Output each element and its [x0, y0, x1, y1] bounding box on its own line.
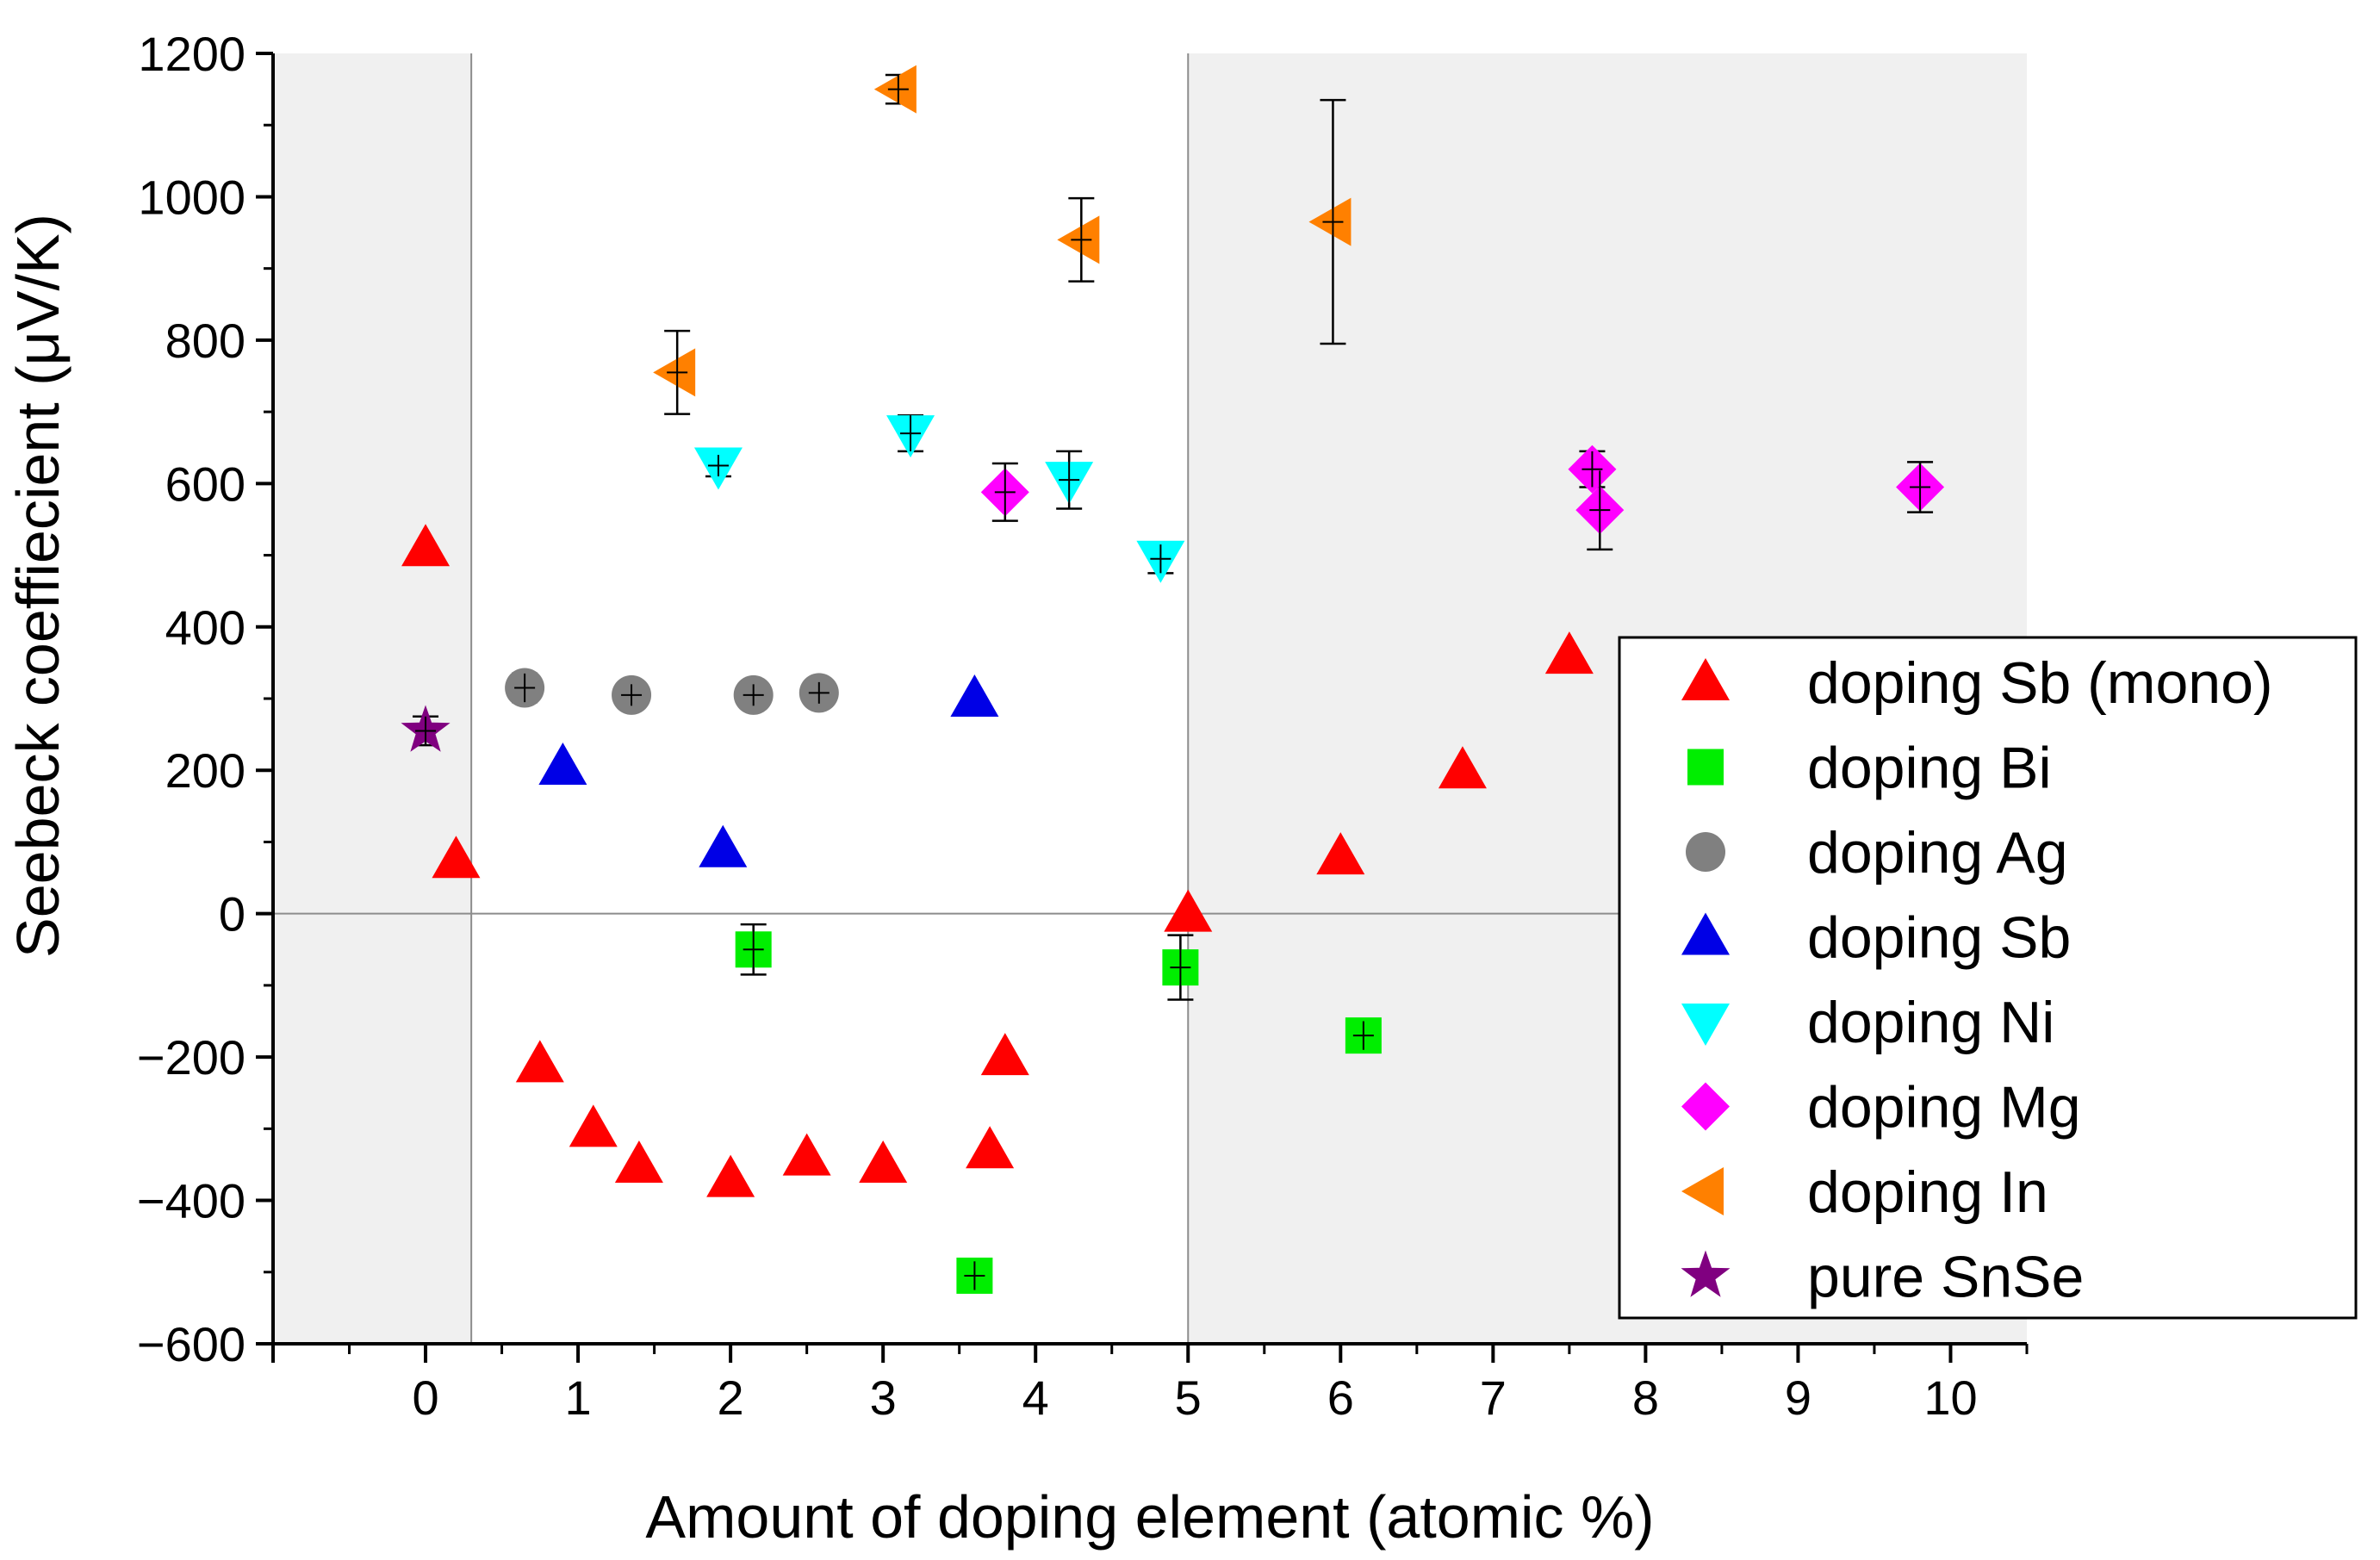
point-doping-sb-mono: [706, 1154, 755, 1197]
x-tick-label: 7: [1480, 1370, 1507, 1425]
point-doping-sb-mono: [966, 1126, 1015, 1169]
legend-marker-doping-in: [1681, 1167, 1724, 1215]
point-doping-sb-mono: [1316, 832, 1365, 875]
x-tick-label: 6: [1327, 1370, 1354, 1425]
point-doping-sb-mono: [1544, 631, 1594, 674]
legend-label-doping-in: doping In: [1807, 1159, 2048, 1225]
shaded-region-0: [273, 53, 472, 1344]
x-tick-label: 8: [1632, 1370, 1659, 1425]
legend-marker-doping-ni: [1681, 1004, 1730, 1046]
x-tick-label: 1: [565, 1370, 592, 1425]
y-axis-title: Seebeck coeffiecient (μV/K): [4, 214, 71, 958]
legend-label-doping-ni: doping Ni: [1807, 990, 2054, 1055]
point-doping-sb: [699, 824, 748, 867]
y-tick-label: 1000: [138, 170, 245, 224]
legend-marker-doping-mg: [1681, 1082, 1730, 1131]
y-tick-label: 400: [165, 600, 245, 655]
x-tick-label: 0: [412, 1370, 438, 1425]
x-axis-title: Amount of doping element (atomic %): [645, 1483, 1654, 1551]
point-doping-sb-mono: [1438, 746, 1487, 789]
point-doping-sb-mono: [782, 1133, 831, 1176]
point-doping-sb-mono: [401, 524, 451, 567]
legend: doping Sb (mono) doping Bi doping Ag doping…: [1618, 636, 2358, 1320]
x-tick-label: 5: [1175, 1370, 1202, 1425]
legend-marker-doping-ag: [1686, 832, 1725, 872]
y-tick-label: 600: [165, 457, 245, 511]
legend-label-doping-sb-mono: doping Sb (mono): [1807, 650, 2273, 716]
legend-label-pure-snse: pure SnSe: [1807, 1245, 2084, 1310]
point-doping-sb-mono: [1164, 889, 1213, 932]
y-tick-label: 800: [165, 314, 245, 368]
legend-marker-doping-bi: [1687, 749, 1724, 786]
legend-marker-doping-sb-mono: [1681, 658, 1730, 700]
y-tick-label: −200: [137, 1030, 245, 1085]
x-tick-label: 4: [1022, 1370, 1049, 1425]
data-markers: [401, 65, 1945, 1294]
point-doping-sb-mono: [569, 1104, 618, 1147]
y-tick-label: 200: [165, 743, 245, 798]
x-tick-label: 3: [870, 1370, 897, 1425]
point-doping-sb-mono: [515, 1040, 564, 1083]
y-tick-label: 1200: [138, 27, 245, 81]
point-doping-sb-mono: [980, 1033, 1029, 1076]
y-tick-label: 0: [219, 887, 245, 942]
x-tick-label: 2: [718, 1370, 744, 1425]
y-tick-label: −600: [137, 1317, 245, 1371]
legend-box: [1618, 636, 2358, 1320]
legend-label-doping-bi: doping Bi: [1807, 736, 2052, 801]
point-doping-sb: [538, 743, 587, 786]
point-doping-sb-mono: [859, 1140, 908, 1183]
point-doping-sb-mono: [614, 1140, 663, 1183]
legend-label-doping-ag: doping Ag: [1807, 820, 2068, 886]
legend-marker-doping-sb: [1681, 912, 1730, 955]
x-tick-label: 10: [1923, 1370, 1977, 1425]
point-doping-sb-mono: [432, 836, 481, 879]
y-tick-label: −400: [137, 1174, 245, 1228]
ticks: −600 −400 −200 0 200 400 600 800 1000 1200 0 1 2 3 4 5 6…: [137, 27, 2029, 1425]
legend-label-doping-sb: doping Sb: [1807, 905, 2071, 971]
point-doping-sb: [950, 674, 999, 717]
legend-label-doping-mg: doping Mg: [1807, 1075, 2081, 1140]
x-tick-label: 9: [1785, 1370, 1811, 1425]
legend-marker-pure-snse: [1681, 1250, 1731, 1297]
